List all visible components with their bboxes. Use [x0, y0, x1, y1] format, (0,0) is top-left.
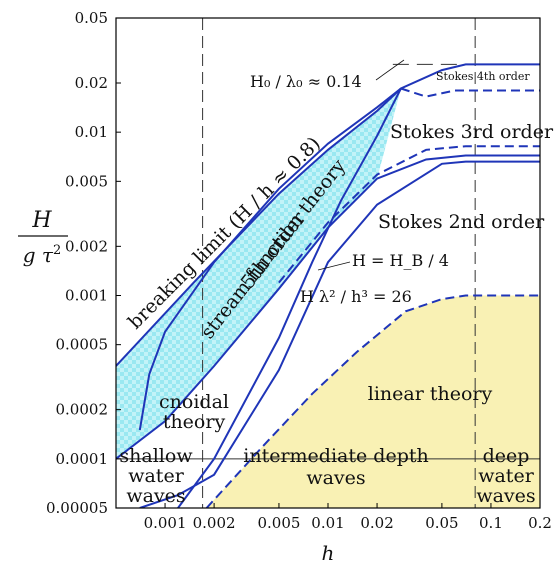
x-tick-label-6: 0.1: [479, 514, 503, 532]
y-tick-label-4: 0.002: [65, 237, 108, 255]
curve-stokes-3rd-upper: [400, 87, 540, 98]
x-axis-ticks: 0.001 0.002 0.005 0.01 0.02 0.05 0.1 0.2: [144, 503, 552, 532]
theory-curves: [116, 63, 540, 508]
shallow-label-3: waves: [126, 485, 185, 507]
stokes-2nd-label: Stokes 2nd order: [378, 211, 545, 233]
cnoidal-label: cnoidal: [159, 391, 229, 413]
x-tick-label-1: 0.002: [193, 514, 236, 532]
x-tick-label-3: 0.01: [311, 514, 344, 532]
deep-label-2: water: [478, 465, 534, 487]
y-tick-label-5: 0.001: [65, 286, 108, 304]
y-tick-label-0: 0.05: [75, 9, 108, 27]
intermediate-label-2: waves: [306, 467, 365, 489]
y-tick-label-1: 0.02: [75, 74, 108, 92]
y-tick-label-6: 0.0005: [56, 336, 109, 354]
deep-label-1: deep: [483, 445, 530, 467]
x-tick-label-2: 0.005: [257, 514, 300, 532]
x-tick-label-0: 0.001: [144, 514, 187, 532]
cnoidal-label-2: theory: [163, 411, 226, 433]
curve-h-h-b-4: [177, 88, 402, 508]
hb-pointer: [317, 261, 351, 271]
y-tick-label-3: 0.005: [65, 172, 108, 190]
guide-lines: [116, 18, 540, 508]
x-tick-label-7: 0.2: [528, 514, 552, 532]
shallow-label-2: water: [128, 465, 184, 487]
stokes-4th-label: Stokes 4th order: [436, 70, 530, 83]
svg-text:g τ2: g τ2: [23, 243, 62, 267]
intermediate-label-1: intermediate depth: [243, 445, 428, 467]
y-tick-label-7: 0.0002: [56, 401, 109, 419]
deep-label-3: waves: [476, 485, 535, 507]
curve-stream-function-upper: [138, 87, 402, 431]
svg-text:H: H: [31, 208, 52, 233]
y-tick-label-8: 0.0001: [56, 450, 109, 468]
x-tick-label-5: 0.05: [425, 514, 458, 532]
h0-lambda0-label: H₀ / λ₀ ≈ 0.14: [250, 72, 362, 91]
curve-stokes-2nd-upper: [116, 154, 540, 460]
y-tick-label-9: 0.00005: [46, 499, 108, 517]
y-axis-label: H g τ2: [18, 208, 68, 267]
y-axis-ticks: 0.05 0.02 0.01 0.005 0.002 0.001 0.0005 0.0002 0…: [46, 9, 121, 517]
x-axis-label: h: [322, 541, 335, 565]
stokes-3rd-label: Stokes 3rd order: [390, 121, 554, 143]
linear-theory-label: linear theory: [368, 383, 493, 405]
ursell-label: H λ² / h³ = 26: [300, 287, 412, 306]
curve-stokes-3rd-lower: [278, 145, 540, 284]
shaded-regions: [116, 88, 540, 508]
h0-lambda0-pointer: [375, 59, 405, 81]
x-tick-label-4: 0.02: [360, 514, 393, 532]
linear-theory-region: [206, 295, 540, 508]
hb-label: H = H_B / 4: [352, 251, 449, 270]
y-tick-label-2: 0.01: [75, 123, 108, 141]
shallow-label-1: shallow: [119, 445, 193, 467]
stream-function-region: [116, 88, 401, 459]
curve-linear-theory-boundary: [205, 294, 540, 508]
